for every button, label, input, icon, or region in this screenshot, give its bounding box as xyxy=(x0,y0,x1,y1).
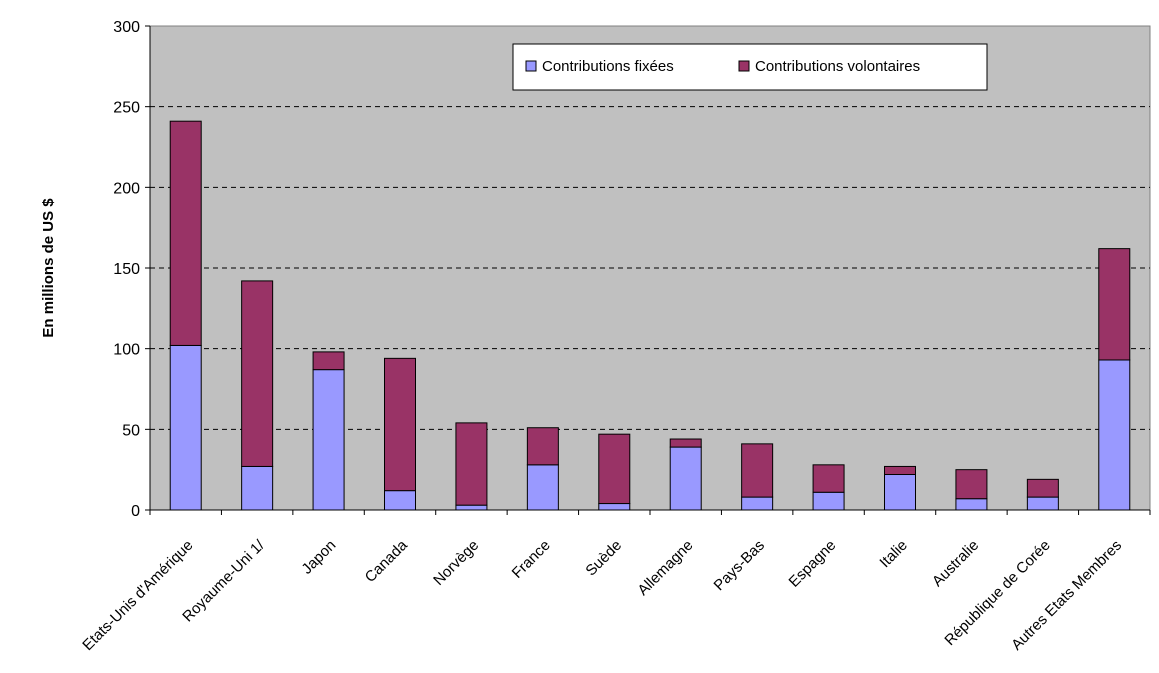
bar-contributions-fixees xyxy=(884,474,916,511)
bars-group xyxy=(169,120,1131,511)
bar-contributions-volontaires xyxy=(955,469,988,500)
bar-contributions-volontaires xyxy=(598,433,631,505)
bar-contributions-volontaires xyxy=(1098,248,1131,361)
legend-label-contributions-volontaires: Contributions volontaires xyxy=(755,58,920,75)
bar-contributions-fixees xyxy=(741,496,774,511)
legend-box xyxy=(512,43,988,91)
bar-contributions-fixees xyxy=(1098,359,1131,511)
bar-contributions-fixees xyxy=(955,498,988,511)
bar-contributions-fixees xyxy=(669,446,702,511)
x-category-label: Allemagne xyxy=(634,537,696,599)
y-tick-label: 50 xyxy=(122,422,140,439)
legend-swatch-contributions-volontaires xyxy=(738,60,750,72)
x-category-label: Norvège xyxy=(430,537,482,589)
y-tick-label: 250 xyxy=(113,100,140,117)
bar-contributions-volontaires xyxy=(241,280,274,467)
bar-contributions-volontaires xyxy=(312,351,345,371)
bar-contributions-fixees xyxy=(241,465,274,511)
bar-contributions-fixees xyxy=(812,491,845,511)
axes-group xyxy=(145,25,1151,515)
bar-contributions-fixees xyxy=(169,344,202,511)
bar-contributions-volontaires xyxy=(169,120,202,346)
x-category-label: France xyxy=(509,537,554,582)
x-category-label: Espagne xyxy=(786,537,840,591)
bar-contributions-volontaires xyxy=(669,438,702,448)
bar-contributions-fixees xyxy=(526,464,559,511)
y-tick-label: 150 xyxy=(113,261,140,278)
y-axis-label: En millions de US $ xyxy=(40,198,57,338)
y-tick-labels: 0 50 100 150 200 250 300 xyxy=(113,19,140,520)
bar-contributions-volontaires xyxy=(384,357,416,492)
y-tick-label: 0 xyxy=(131,503,140,520)
bar-contributions-fixees xyxy=(455,504,488,511)
bar-contributions-volontaires xyxy=(884,465,916,476)
bar-contributions-volontaires xyxy=(741,443,774,498)
bar-contributions-volontaires xyxy=(526,427,559,466)
bar-contributions-fixees xyxy=(384,490,416,511)
y-tick-label: 200 xyxy=(113,180,140,197)
y-tick-label: 300 xyxy=(113,19,140,36)
y-tick-label: 100 xyxy=(113,342,140,359)
x-category-label: Japon xyxy=(298,537,339,578)
bar-contributions-volontaires xyxy=(812,464,845,493)
x-category-label: Suède xyxy=(582,537,625,580)
x-category-label: Pays-Bas xyxy=(711,537,768,594)
bar-contributions-fixees xyxy=(598,503,631,511)
legend: Contributions fixées Contributions volon… xyxy=(512,43,988,91)
legend-swatch-contributions-fixees xyxy=(525,60,537,72)
bar-contributions-volontaires xyxy=(455,422,488,506)
x-category-label: Italie xyxy=(876,537,910,571)
bar-contributions-fixees xyxy=(1026,496,1059,511)
x-category-label: Canada xyxy=(362,536,412,586)
x-category-label: Australie xyxy=(929,537,982,590)
x-category-label: Etats-Unis d'Amérique xyxy=(79,537,196,654)
bar-contributions-volontaires xyxy=(1026,478,1059,498)
legend-label-contributions-fixees: Contributions fixées xyxy=(542,58,674,75)
bar-contributions-fixees xyxy=(312,369,345,511)
